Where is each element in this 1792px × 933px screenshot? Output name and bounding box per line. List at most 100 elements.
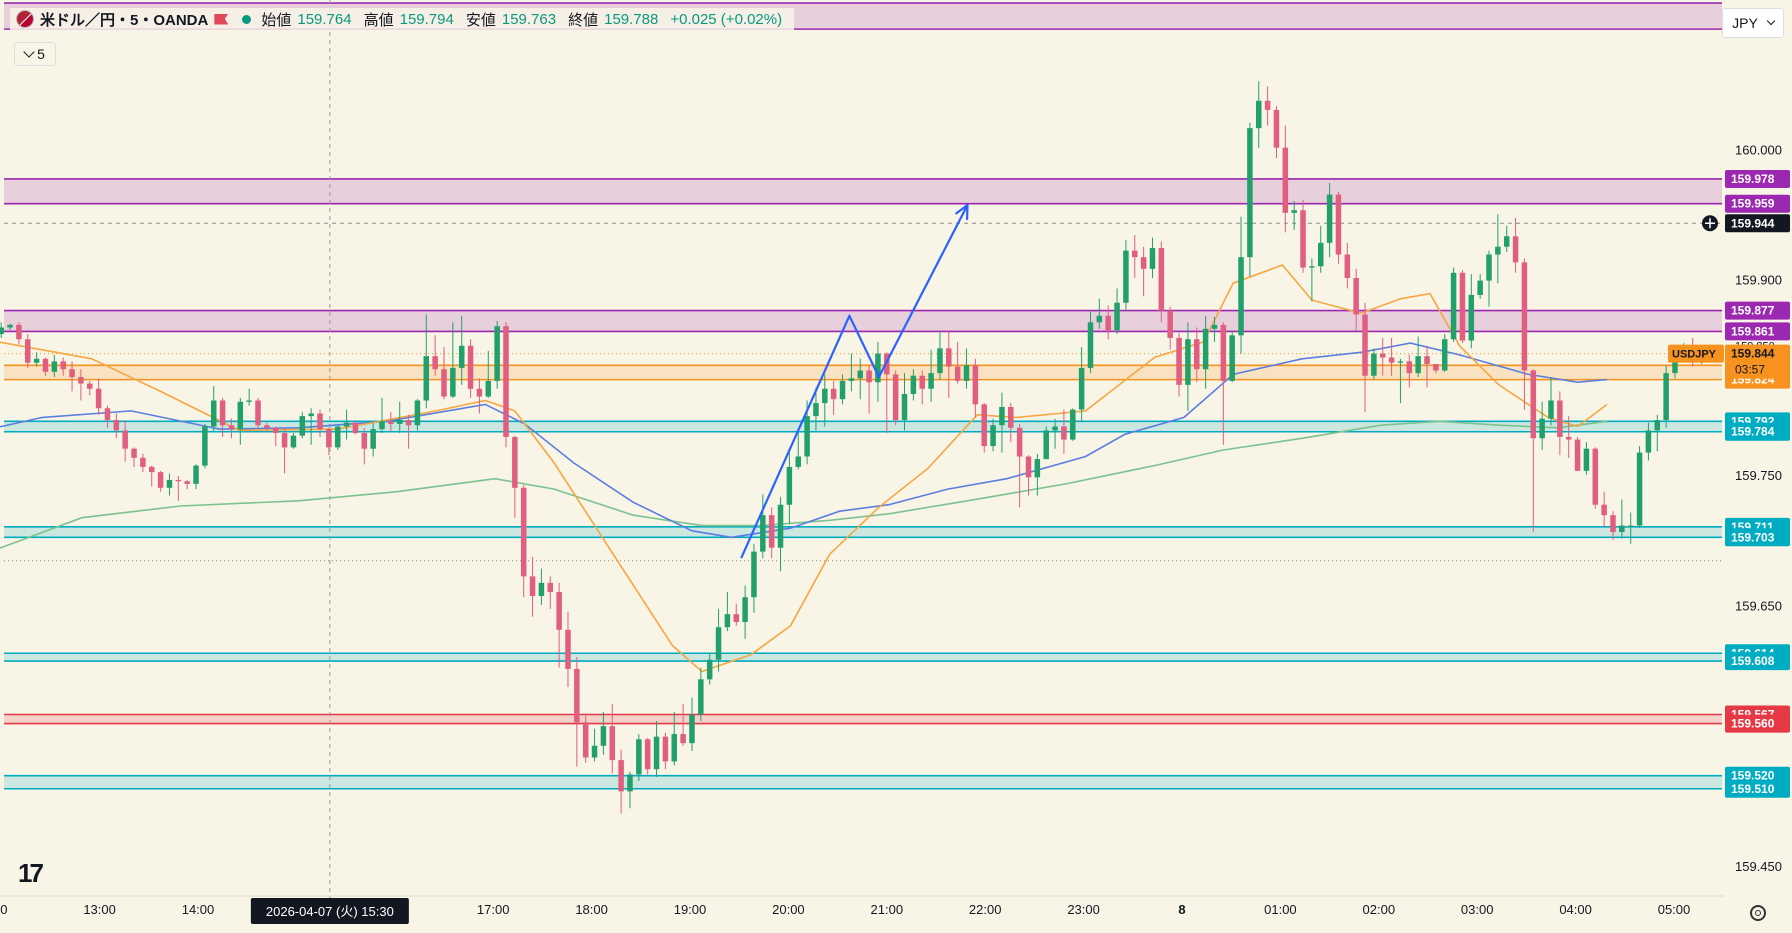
candle-body bbox=[60, 361, 66, 370]
open-value: 159.764 bbox=[297, 10, 352, 28]
candle-body bbox=[175, 479, 182, 482]
candle-body bbox=[848, 378, 855, 381]
candle-body bbox=[1114, 302, 1120, 331]
candle-body bbox=[591, 745, 598, 758]
candle-body bbox=[1521, 262, 1528, 371]
candle-body bbox=[1043, 430, 1049, 460]
open-label: 始値 bbox=[261, 11, 292, 29]
indicator-toggle-button[interactable]: 5 bbox=[14, 42, 56, 66]
grid-layer bbox=[4, 0, 1722, 898]
candle-body bbox=[574, 668, 580, 723]
symbol-tag: USDJPY bbox=[1672, 349, 1717, 361]
candle-body bbox=[1503, 236, 1510, 247]
settings-gear-icon[interactable] bbox=[1750, 905, 1766, 921]
candle-body bbox=[210, 400, 217, 427]
candle-body bbox=[1672, 357, 1678, 374]
candle-body bbox=[1495, 246, 1501, 255]
candle-body bbox=[1078, 367, 1085, 410]
candle-body bbox=[822, 388, 828, 404]
candle-body bbox=[751, 551, 757, 598]
candle-body bbox=[25, 339, 31, 363]
candle-body bbox=[379, 421, 385, 430]
zone-low-label: 159.861 bbox=[1731, 324, 1775, 338]
zone-high-label: 159.978 bbox=[1731, 172, 1775, 186]
candle-body bbox=[352, 422, 359, 434]
zone-high-label-bg bbox=[1725, 301, 1790, 320]
candle-body bbox=[1317, 242, 1324, 267]
candle-body bbox=[946, 348, 952, 367]
candle-body bbox=[1557, 400, 1563, 437]
candle-body bbox=[290, 435, 297, 448]
candle-body bbox=[467, 345, 474, 389]
candle-body bbox=[1264, 100, 1271, 110]
zone-resistance-mid bbox=[4, 310, 1722, 332]
tradingview-logo-icon[interactable]: 17 bbox=[18, 858, 44, 888]
candle-body bbox=[326, 429, 332, 448]
close-label: 終値 bbox=[568, 11, 599, 29]
candle-body bbox=[299, 416, 306, 436]
candle-body bbox=[1300, 210, 1306, 268]
candle-body bbox=[627, 774, 633, 792]
candle-body bbox=[760, 515, 766, 552]
zone-low-label-bg bbox=[1725, 422, 1790, 441]
zone-low-label-bg bbox=[1725, 194, 1790, 213]
time-tick-label: 17:00 bbox=[477, 902, 510, 917]
candle-body bbox=[157, 472, 164, 488]
candle-body bbox=[7, 324, 13, 328]
price-tick-label: 159.650 bbox=[1735, 598, 1782, 613]
candle-body bbox=[1220, 324, 1227, 381]
candle-body bbox=[51, 361, 58, 372]
candle-body bbox=[237, 401, 244, 430]
candle-body bbox=[1627, 525, 1634, 527]
forecast-arrow-head bbox=[955, 203, 969, 221]
candle-body bbox=[1654, 420, 1661, 431]
symbol-legend: 米ドル／円・5・OANDA 始値 159.764 高値 159.794 安値 159.… bbox=[10, 8, 795, 30]
status-dot-icon bbox=[242, 14, 252, 24]
candle-body bbox=[1202, 328, 1209, 370]
candle-body bbox=[485, 380, 492, 397]
candle-body bbox=[140, 457, 146, 467]
symbol-title[interactable]: 米ドル／円・5・OANDA bbox=[40, 11, 209, 29]
candle-body bbox=[999, 406, 1005, 426]
candle-body bbox=[1371, 353, 1377, 376]
time-tick-label: 8 bbox=[1178, 902, 1185, 917]
candle-body bbox=[768, 515, 775, 548]
current-price-label: 159.844 bbox=[1731, 347, 1775, 361]
alert-icon[interactable] bbox=[214, 13, 229, 25]
candle-body bbox=[193, 465, 199, 484]
candle-body bbox=[1061, 426, 1067, 440]
candle-body bbox=[184, 481, 190, 484]
time-tick-label: 22:00 bbox=[969, 902, 1002, 917]
zone-orange-zone bbox=[4, 365, 1722, 380]
low-label: 安値 bbox=[465, 11, 496, 29]
zone-low-label: 159.703 bbox=[1731, 530, 1775, 544]
zone-support-4 bbox=[4, 775, 1722, 789]
candle-body bbox=[1477, 280, 1483, 295]
candle-body bbox=[582, 722, 589, 758]
candle-body bbox=[910, 375, 917, 394]
candle-body bbox=[1025, 456, 1032, 478]
zone-low-label: 159.784 bbox=[1731, 425, 1775, 439]
candle-body bbox=[609, 726, 616, 761]
candle-body bbox=[724, 614, 731, 628]
currency-selector[interactable]: JPY bbox=[1722, 8, 1784, 38]
candle-body bbox=[1176, 337, 1182, 385]
zone-red-zone bbox=[4, 714, 1722, 724]
candle-body bbox=[1424, 356, 1430, 364]
chevron-down-icon bbox=[1766, 16, 1776, 26]
candle-body bbox=[715, 627, 722, 660]
candle-body bbox=[246, 400, 252, 402]
crosshair-plus-cross bbox=[1705, 218, 1715, 229]
candle-body bbox=[396, 420, 403, 424]
zone-low-label: 159.510 bbox=[1731, 782, 1775, 796]
candle-body bbox=[857, 370, 863, 379]
candle-body bbox=[618, 760, 624, 792]
zone-high-label-bg bbox=[1725, 169, 1790, 188]
candle-body bbox=[653, 736, 660, 770]
price-tick-label: 159.750 bbox=[1735, 468, 1782, 483]
zone-low-label-bg bbox=[1725, 528, 1790, 547]
candle-body bbox=[1149, 248, 1156, 269]
high-label: 高値 bbox=[363, 11, 394, 29]
candle-body bbox=[1565, 436, 1572, 440]
